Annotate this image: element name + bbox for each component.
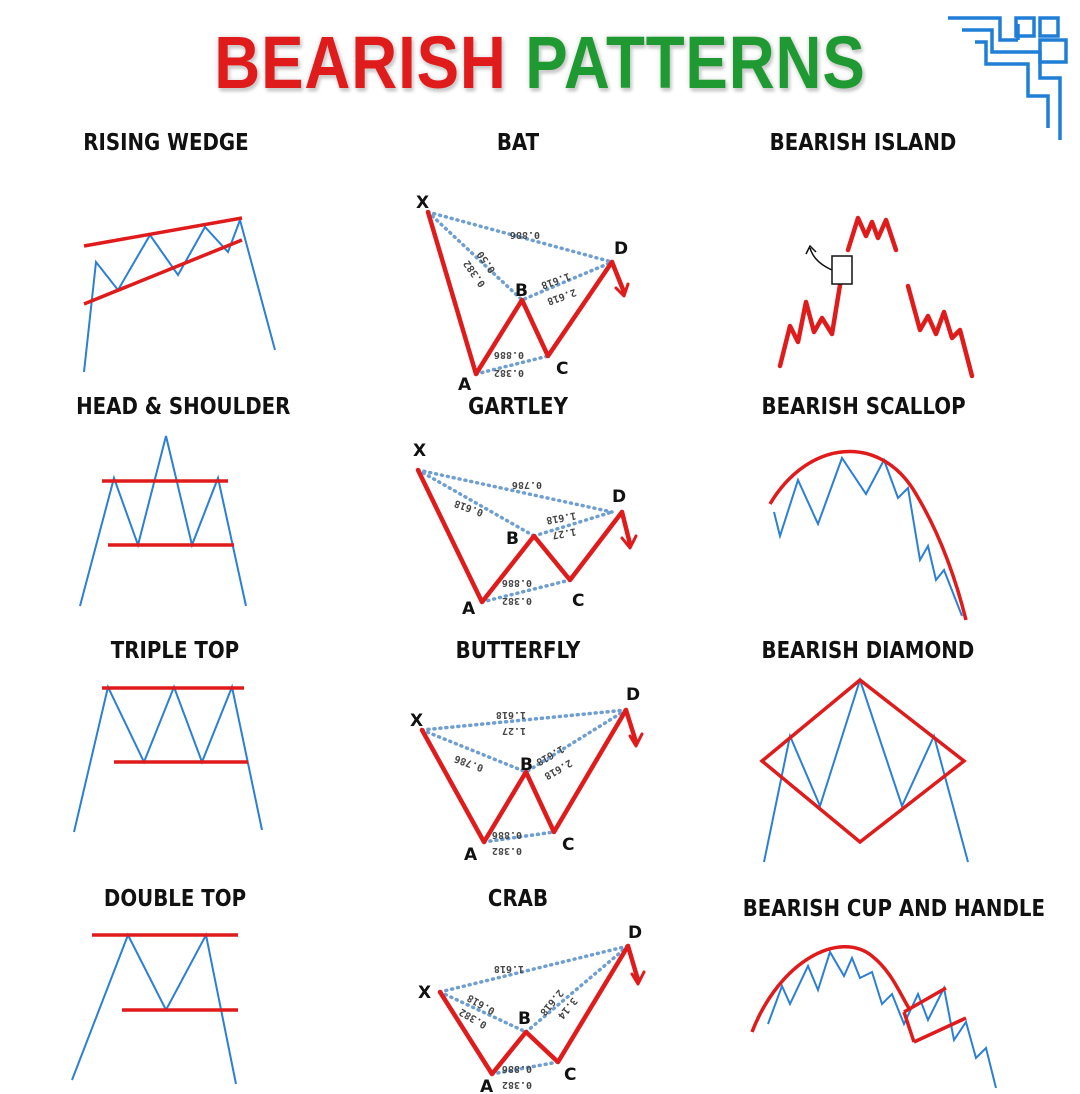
point-b: B — [515, 281, 528, 301]
ratio: 0.886 — [502, 577, 532, 588]
bearish-island-diagram — [777, 215, 975, 379]
ratio: 0.382 — [494, 367, 524, 378]
pattern-label-bearish-island: BEARISH ISLAND — [769, 130, 957, 156]
point-c: C — [564, 1065, 576, 1085]
rising-wedge-diagram — [83, 216, 276, 373]
ratio: 1.618 — [539, 270, 571, 291]
ratio: 0.886 — [494, 349, 524, 360]
point-c: C — [562, 835, 574, 855]
point-a: A — [464, 845, 478, 865]
point-c: C — [556, 359, 568, 379]
ratio: 0.382 — [502, 595, 532, 606]
ratio: 1.27 — [502, 725, 526, 736]
ratio: 0.886 — [502, 1063, 532, 1074]
point-b: B — [520, 755, 533, 775]
gartley-diagram: X A B C D 0.786 0.618 0.886 0.382 1.27 1… — [413, 441, 638, 619]
pattern-label-bat: BAT — [496, 130, 540, 156]
ratio: 0.382 — [492, 845, 522, 856]
point-a: A — [458, 375, 472, 395]
ratio: 0.382 — [502, 1079, 532, 1090]
pattern-label-bearish-diamond: BEARISH DIAMOND — [761, 638, 975, 664]
pattern-label-butterfly: BUTTERFLY — [455, 638, 581, 664]
butterfly-diagram: X A B C D 1.618 1.27 0.786 0.886 0.382 1… — [410, 685, 644, 865]
pattern-label-triple-top: TRIPLE TOP — [110, 638, 240, 664]
title-word-patterns: PATTERNS — [525, 21, 866, 104]
point-d: D — [628, 923, 642, 943]
ratio: 1.618 — [545, 509, 577, 525]
pattern-label-rising-wedge: RISING WEDGE — [83, 130, 249, 156]
point-b: B — [506, 529, 519, 549]
triple-top-diagram — [73, 683, 263, 833]
bat-diagram: X A B C D 0.886 0.50 0.382 0.886 0.382 1… — [416, 193, 630, 395]
point-d: D — [612, 487, 626, 507]
point-x: X — [410, 711, 423, 731]
bearish-scallop-diagram — [768, 449, 968, 621]
bearish-diamond-diagram — [759, 676, 969, 863]
head-and-shoulder-diagram — [79, 435, 247, 607]
point-a: A — [480, 1077, 494, 1094]
pattern-label-gartley: GARTLEY — [468, 394, 568, 420]
ratio: 0.786 — [453, 752, 485, 773]
page-title: BEARISH PATTERNS — [76, 18, 1005, 108]
point-b: B — [518, 1009, 531, 1029]
ratio: 1.618 — [494, 963, 524, 974]
pattern-label-double-top: DOUBLE TOP — [103, 886, 247, 912]
point-x: X — [413, 441, 426, 461]
point-x: X — [416, 193, 429, 213]
ratio: 1.618 — [496, 709, 526, 720]
point-x: X — [418, 983, 431, 1003]
pattern-label-bearish-scallop: BEARISH SCALLOP — [761, 394, 966, 420]
pattern-label-head-shoulder: HEAD & SHOULDER — [76, 394, 291, 420]
crab-diagram: X A B C D 1.618 0.618 0.382 0.886 0.382 … — [418, 923, 646, 1094]
ratio: 1.27 — [551, 525, 577, 540]
pattern-label-crab: CRAB — [487, 886, 549, 912]
double-top-diagram — [71, 932, 238, 1085]
title-word-bearish: BEARISH — [214, 21, 507, 104]
pattern-label-bearish-cup-and-handle: BEARISH CUP AND HANDLE — [742, 896, 1045, 922]
point-d: D — [626, 685, 640, 705]
ratio: 0.886 — [510, 229, 540, 240]
point-c: C — [572, 591, 584, 611]
bearish-cup-and-handle-diagram — [750, 945, 997, 1089]
ratio: 0.886 — [492, 829, 522, 840]
point-a: A — [462, 599, 476, 619]
ratio: 0.786 — [512, 479, 542, 490]
point-d: D — [614, 239, 628, 259]
